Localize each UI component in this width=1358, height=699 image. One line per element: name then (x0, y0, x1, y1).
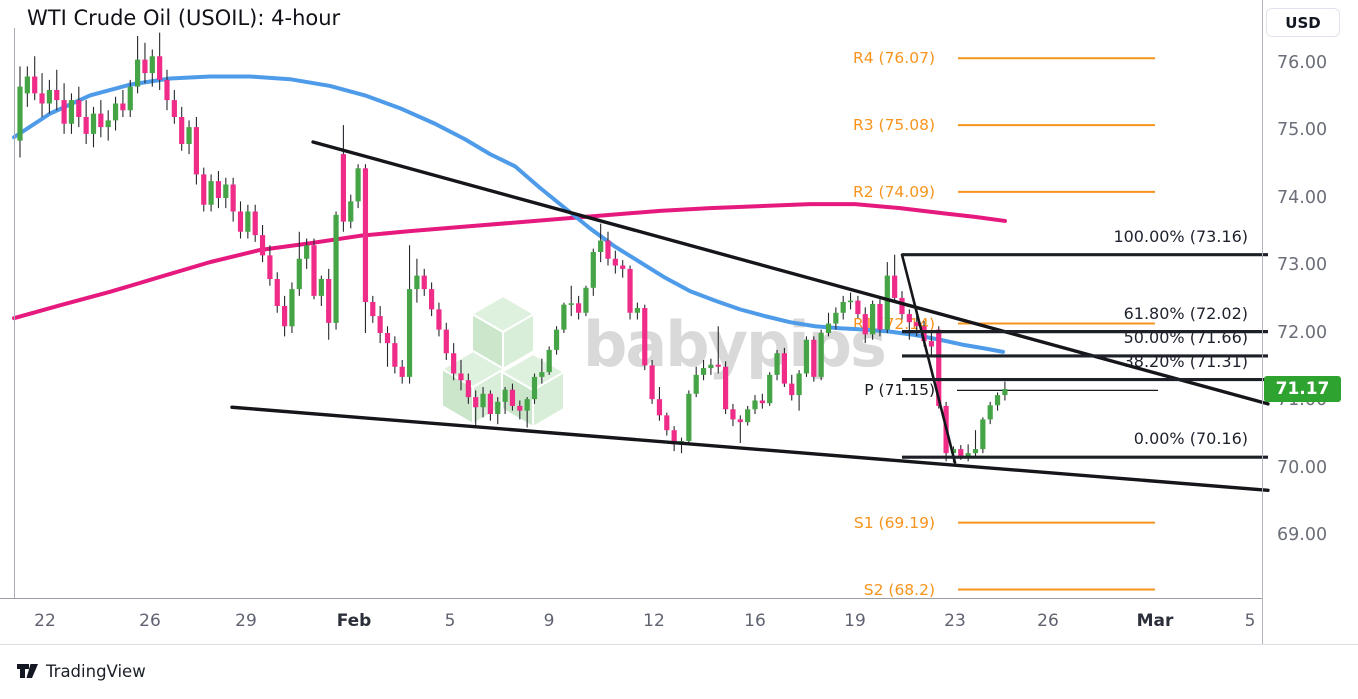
time-axis[interactable] (0, 599, 1262, 644)
tradingview-logo-text: TradingView (46, 661, 146, 681)
price-axis[interactable] (1263, 0, 1358, 645)
time-axis-label-26-1: 26 (139, 611, 161, 631)
time-axis-label-Mar-11: Mar (1136, 611, 1174, 631)
pivot-label-S2: S2 (68.2) (863, 580, 935, 599)
bottom-separator (0, 644, 1358, 645)
time-axis-label-22-0: 22 (34, 611, 56, 631)
price-axis-label-73.00: 73.00 (1277, 255, 1328, 275)
price-axis-label-76.00: 76.00 (1277, 52, 1328, 73)
time-axis-label-19-8: 19 (844, 611, 866, 631)
time-axis-border (0, 598, 1262, 599)
time-axis-label-Feb-3: Feb (336, 611, 372, 631)
time-axis-label-9-5: 9 (543, 611, 555, 631)
price-axis-label-70.00: 70.00 (1277, 457, 1328, 478)
time-axis-label-5-12: 5 (1244, 611, 1256, 631)
currency-usd-button[interactable]: USD (1266, 8, 1340, 37)
time-axis-label-5-4: 5 (444, 611, 456, 631)
time-axis-label-12-6: 12 (643, 611, 665, 631)
currency-usd-label: USD (1285, 13, 1321, 32)
last-price-badge: 71.17 (1264, 376, 1341, 403)
tradingview-logo-link[interactable]: TradingView (16, 661, 146, 681)
price-axis-label-72.00: 72.00 (1277, 322, 1328, 343)
page-title: WTI Crude Oil (USOIL): 4-hour (27, 6, 341, 30)
time-axis-label-26-10: 26 (1037, 611, 1059, 631)
price-axis-label-75.00: 75.00 (1277, 120, 1328, 140)
price-axis-label-69.00: 69.00 (1277, 525, 1328, 545)
time-axis-label-23-9: 23 (944, 611, 966, 631)
pivot-label-R5: R5 (77.06) (655, 0, 935, 2)
time-axis-label-29-2: 29 (235, 611, 257, 631)
price-axis-label-74.00: 74.00 (1277, 187, 1328, 208)
time-axis-label-16-7: 16 (744, 611, 766, 631)
tradingview-icon (17, 664, 38, 678)
pivot-label-S1: S1 (69.19) (853, 513, 935, 532)
last-price-value: 71.17 (1275, 379, 1330, 400)
pivot-label-R4: R4 (76.07) (852, 49, 935, 68)
left-border (14, 28, 15, 598)
